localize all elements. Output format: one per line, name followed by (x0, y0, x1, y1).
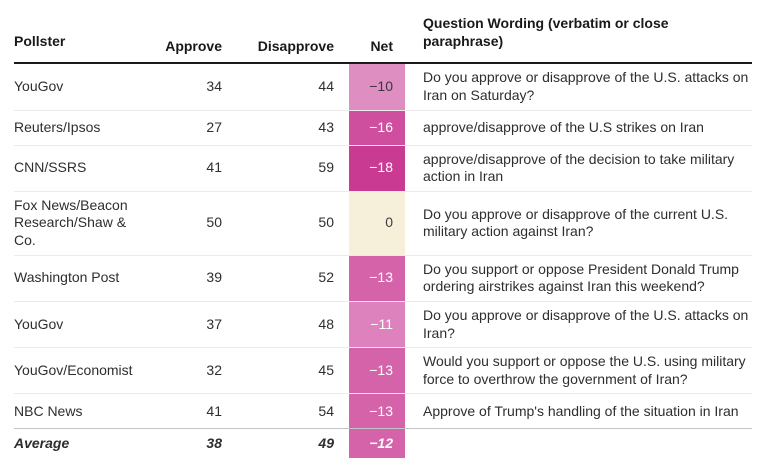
gap (405, 146, 423, 191)
table-row: CNN/SSRS 41 59 −18 approve/disapprove of… (14, 145, 752, 192)
approve-cell: 41 (206, 159, 222, 176)
question-cell: Do you support or oppose President Donal… (423, 260, 739, 295)
question-cell (423, 429, 752, 458)
gap (405, 348, 423, 393)
disapprove-cell: 54 (318, 402, 334, 419)
net-cell: −10 (349, 64, 405, 110)
gap (405, 111, 423, 145)
pollster-cell: NBC News (14, 402, 83, 419)
column-header-net: Net (370, 37, 393, 54)
approve-cell: 37 (206, 315, 222, 332)
disapprove-cell: 44 (318, 78, 334, 95)
approve-cell: 39 (206, 269, 222, 286)
gap (334, 64, 349, 109)
table-row: Fox News/Beacon Research/Shaw & Co. 50 5… (14, 191, 752, 256)
disapprove-cell: 49 (318, 435, 334, 452)
question-cell: Approve of Trump's handling of the situa… (423, 402, 739, 419)
net-cell: −13 (349, 394, 405, 429)
disapprove-cell: 45 (318, 361, 334, 378)
gap (334, 111, 349, 145)
table-row-average: Average 38 49 −12 (14, 428, 752, 459)
gap (405, 302, 423, 347)
approve-cell: 34 (206, 78, 222, 95)
table-row: YouGov 37 48 −11 Do you approve or disap… (14, 301, 752, 349)
gap (334, 146, 349, 191)
table-row: Reuters/Ipsos 27 43 −16 approve/disappro… (14, 110, 752, 146)
disapprove-cell: 52 (318, 269, 334, 286)
pollster-cell: Average (14, 435, 70, 452)
approve-cell: 41 (206, 402, 222, 419)
gap (334, 302, 349, 347)
poll-table: Pollster Approve Disapprove Net Question… (14, 10, 752, 459)
table-row: YouGov/Economist 32 45 −13 Would you sup… (14, 348, 752, 395)
pollster-cell: Washington Post (14, 269, 120, 286)
header-gap (405, 10, 423, 55)
pollster-cell: YouGov (14, 78, 64, 95)
column-header-disapprove: Disapprove (257, 37, 334, 54)
column-header-pollster: Pollster (14, 32, 66, 49)
net-cell: −18 (349, 145, 405, 191)
approve-cell: 32 (206, 361, 222, 378)
table-row: NBC News 41 54 −13 Approve of Trump's ha… (14, 394, 752, 429)
net-cell: −13 (349, 348, 405, 394)
question-cell: Do you approve or disapprove of the curr… (423, 205, 729, 240)
pollster-cell: Fox News/Beacon Research/Shaw & Co. (14, 196, 128, 248)
net-cell: −11 (349, 301, 405, 348)
approve-cell: 27 (206, 118, 222, 135)
disapprove-cell: 48 (318, 315, 334, 332)
gap (334, 394, 349, 428)
net-cell: −16 (349, 110, 405, 145)
gap (405, 192, 423, 255)
disapprove-cell: 50 (318, 214, 334, 231)
question-cell: Do you approve or disapprove of the U.S.… (423, 306, 749, 341)
net-cell: −12 (349, 429, 405, 459)
gap (334, 192, 349, 255)
gap (334, 429, 349, 458)
disapprove-cell: 43 (318, 118, 334, 135)
header-gap (334, 10, 349, 55)
gap (405, 256, 423, 301)
gap (334, 348, 349, 393)
question-cell: approve/disapprove of the U.S strikes on… (423, 118, 704, 135)
gap (405, 429, 423, 458)
table-row: Washington Post 39 52 −13 Do you support… (14, 255, 752, 302)
gap (405, 64, 423, 109)
gap (334, 256, 349, 301)
column-header-question: Question Wording (verbatim or close para… (423, 15, 669, 49)
net-cell: −13 (349, 255, 405, 301)
pollster-cell: YouGov (14, 315, 64, 332)
table-row: YouGov 34 44 −10 Do you approve or disap… (14, 64, 752, 111)
column-header-approve: Approve (165, 37, 222, 54)
question-cell: Would you support or oppose the U.S. usi… (423, 353, 746, 387)
approve-cell: 38 (206, 435, 222, 452)
disapprove-cell: 59 (318, 159, 334, 176)
pollster-cell: CNN/SSRS (14, 159, 87, 176)
gap (405, 394, 423, 428)
net-cell: 0 (349, 191, 405, 255)
question-cell: approve/disapprove of the decision to ta… (423, 150, 735, 185)
header-row: Pollster Approve Disapprove Net Question… (14, 10, 752, 65)
approve-cell: 50 (206, 214, 222, 231)
question-cell: Do you approve or disapprove of the U.S.… (423, 69, 749, 103)
pollster-cell: YouGov/Economist (14, 361, 133, 378)
pollster-cell: Reuters/Ipsos (14, 118, 101, 135)
